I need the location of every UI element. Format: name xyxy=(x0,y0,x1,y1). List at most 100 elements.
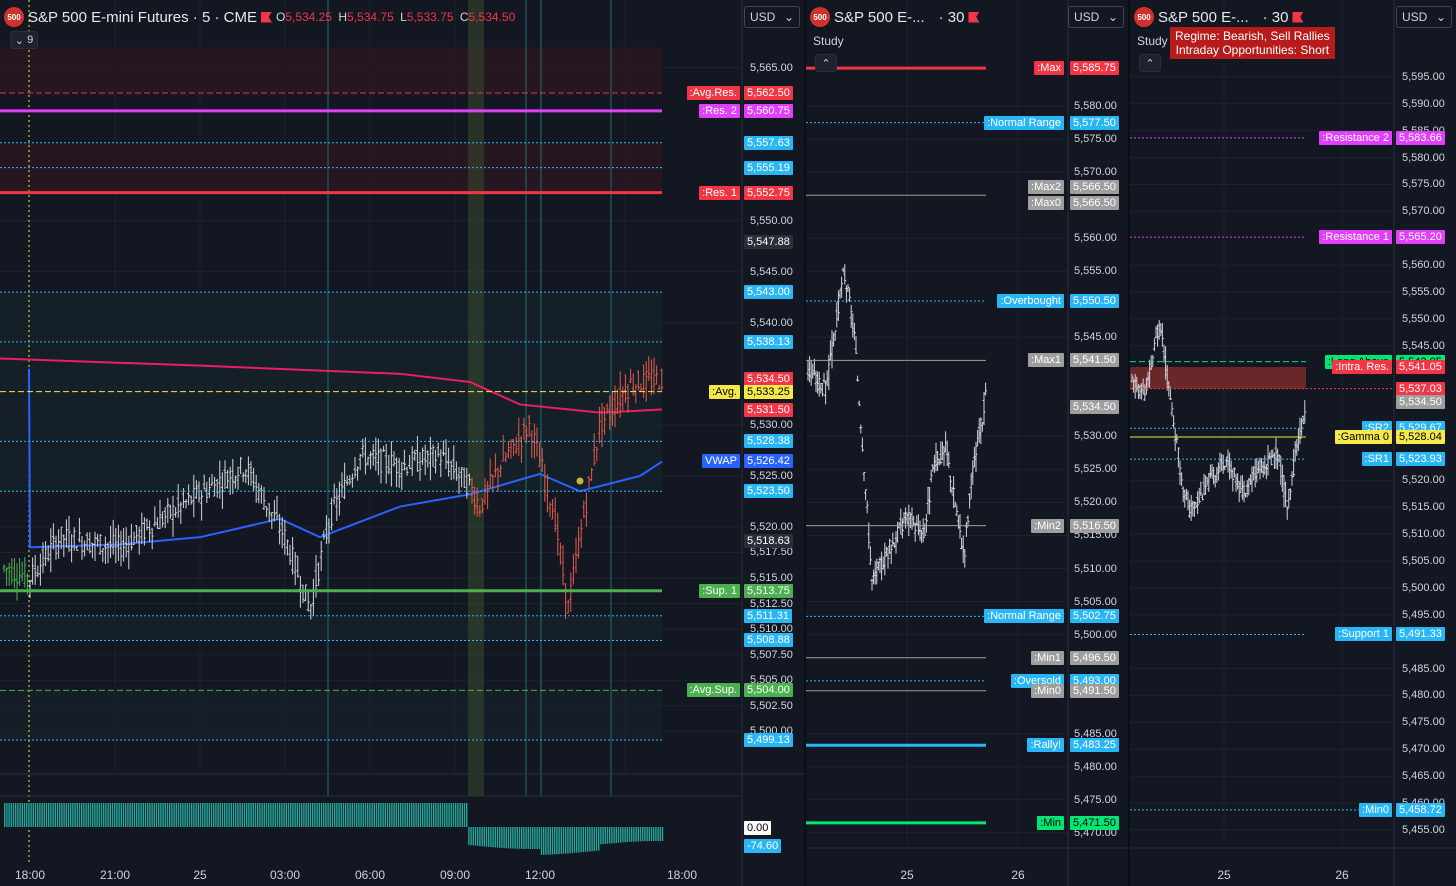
volume-bar xyxy=(226,803,228,827)
level-name-badge: :Rally! xyxy=(1027,738,1064,753)
volume-bar xyxy=(514,827,516,849)
volume-bar xyxy=(338,803,340,827)
price-tick-label: 5,515.00 xyxy=(750,572,793,584)
flag-icon[interactable] xyxy=(968,11,980,23)
volume-bar xyxy=(155,803,158,827)
volume-bar xyxy=(285,803,287,827)
chevron-up-icon: ⌃ xyxy=(1145,57,1155,70)
price-tick-label: 5,510.00 xyxy=(750,623,793,636)
volume-bar xyxy=(415,803,417,827)
symbol-badge[interactable]: 500 xyxy=(1134,7,1154,27)
volume-bar xyxy=(382,803,384,827)
level-name-badge: :Avg.Res. xyxy=(686,86,740,101)
volume-bar xyxy=(19,803,21,827)
study-chart-canvas-1[interactable] xyxy=(806,0,1128,886)
volume-bar xyxy=(246,803,248,827)
level-price-badge: 5,555.19 xyxy=(744,160,793,175)
volume-bar xyxy=(34,803,37,827)
volume-bar xyxy=(114,803,116,827)
time-axis[interactable]: 25 26 xyxy=(806,862,1128,886)
interval-label[interactable]: · 30 xyxy=(1262,8,1289,26)
volume-bar xyxy=(138,803,140,827)
volume-bar xyxy=(565,827,567,854)
level-name-badge: :Overbought xyxy=(997,293,1064,308)
level-price-badge: 5,534.50 xyxy=(744,371,793,386)
volume-bar xyxy=(441,803,444,827)
pane-divider[interactable] xyxy=(1128,0,1130,886)
volume-bar xyxy=(375,803,378,827)
volume-bar xyxy=(532,827,534,849)
collapse-button[interactable]: ⌃ xyxy=(1139,54,1161,72)
volume-bar xyxy=(556,827,558,855)
pane-divider[interactable] xyxy=(804,0,806,886)
volume-bar xyxy=(30,803,32,827)
price-tick-label: 5,515.00 xyxy=(1402,501,1445,514)
currency-select[interactable]: USD ⌄ xyxy=(1396,6,1452,28)
time-axis[interactable]: 25 26 xyxy=(1130,862,1456,886)
study-chart-pane-2[interactable]: 500 S&P 500 E-... · 30 Regime: Bearish, … xyxy=(1130,0,1456,886)
level-price-badge: 5,543.00 xyxy=(744,285,793,300)
price-axis[interactable]: 5,595.005,590.005,585.005,580.005,575.00… xyxy=(1394,0,1456,862)
volume-bar xyxy=(644,827,646,842)
volume-bar xyxy=(325,803,327,827)
price-tick-label: 5,507.50 xyxy=(750,648,793,661)
symbol-badge[interactable]: 500 xyxy=(810,7,830,27)
level-name-badge: :Min0 xyxy=(1359,802,1392,817)
volume-bar xyxy=(536,827,538,849)
moving-average-line xyxy=(0,357,663,414)
price-tick-label: 5,590.00 xyxy=(1402,97,1445,110)
volume-bar xyxy=(631,827,633,842)
volume-bar xyxy=(149,803,151,827)
volume-bar xyxy=(450,803,452,827)
volume-bar xyxy=(488,827,490,847)
volume-bar xyxy=(353,803,356,827)
study-chart-canvas-2[interactable] xyxy=(1130,0,1456,886)
level-price-badge: 5,502.75 xyxy=(1070,609,1119,624)
volume-bar xyxy=(402,803,404,827)
price-tick-label: 5,510.00 xyxy=(1402,528,1445,541)
collapse-button[interactable]: ⌃ xyxy=(815,54,837,72)
volume-bar xyxy=(534,827,536,849)
chevron-up-icon: ⌃ xyxy=(821,57,831,70)
interval-label[interactable]: · 30 xyxy=(938,8,965,26)
volume-bar xyxy=(166,803,169,827)
level-price-badge: 5,511.31 xyxy=(744,608,793,623)
study-chart-title-1[interactable]: S&P 500 E-... xyxy=(834,8,925,26)
volume-bar xyxy=(221,803,224,827)
volume-bar xyxy=(635,827,637,842)
indicators-toggle-button[interactable]: ⌄ 9 xyxy=(10,31,38,49)
volume-bar xyxy=(160,803,162,827)
currency-select[interactable]: USD ⌄ xyxy=(744,6,800,28)
volume-bar xyxy=(479,827,481,847)
level-name-badge: :Max0 xyxy=(1028,196,1064,211)
volume-bar xyxy=(413,803,415,827)
study-chart-header-1: 500 S&P 500 E-... · 30 xyxy=(810,6,980,28)
level-price-badge: 5,513.75 xyxy=(744,583,793,598)
level-price-badge: 5,583.66 xyxy=(1396,130,1445,145)
price-tick-label: 5,545.00 xyxy=(1074,331,1117,344)
study-chart-pane-1[interactable]: 500 S&P 500 E-... · 30 Study ⌃ USD ⌄ 5,58… xyxy=(806,0,1128,886)
volume-bar xyxy=(584,827,587,852)
volume-bar xyxy=(329,803,331,827)
volume-bar xyxy=(147,803,149,827)
main-chart-canvas[interactable] xyxy=(0,0,804,886)
main-chart-title[interactable]: S&P 500 E-mini Futures · 5 · CME xyxy=(28,8,257,26)
main-chart-pane[interactable]: 500 S&P 500 E-mini Futures · 5 · CME O5,… xyxy=(0,0,804,886)
currency-select[interactable]: USD ⌄ xyxy=(1068,6,1124,28)
volume-bar xyxy=(314,803,316,827)
volume-bar xyxy=(199,803,202,827)
volume-bar xyxy=(243,803,246,827)
time-axis[interactable]: 18:00 21:00 25 03:00 06:00 09:00 12:00 18:00 xyxy=(0,862,804,886)
symbol-badge[interactable]: 500 xyxy=(4,7,24,27)
study-chart-title-2[interactable]: S&P 500 E-... xyxy=(1158,8,1249,26)
flag-icon[interactable] xyxy=(1292,11,1304,23)
level-price-badge: 5,547.88 xyxy=(744,235,793,250)
volume-bar xyxy=(186,803,188,827)
volume-bar xyxy=(430,803,433,827)
volume-bar xyxy=(109,803,111,827)
volume-bar xyxy=(444,803,446,827)
volume-bar xyxy=(232,803,235,827)
volume-bar xyxy=(567,827,569,854)
flag-icon[interactable] xyxy=(260,11,272,23)
signal-dot xyxy=(576,477,584,485)
